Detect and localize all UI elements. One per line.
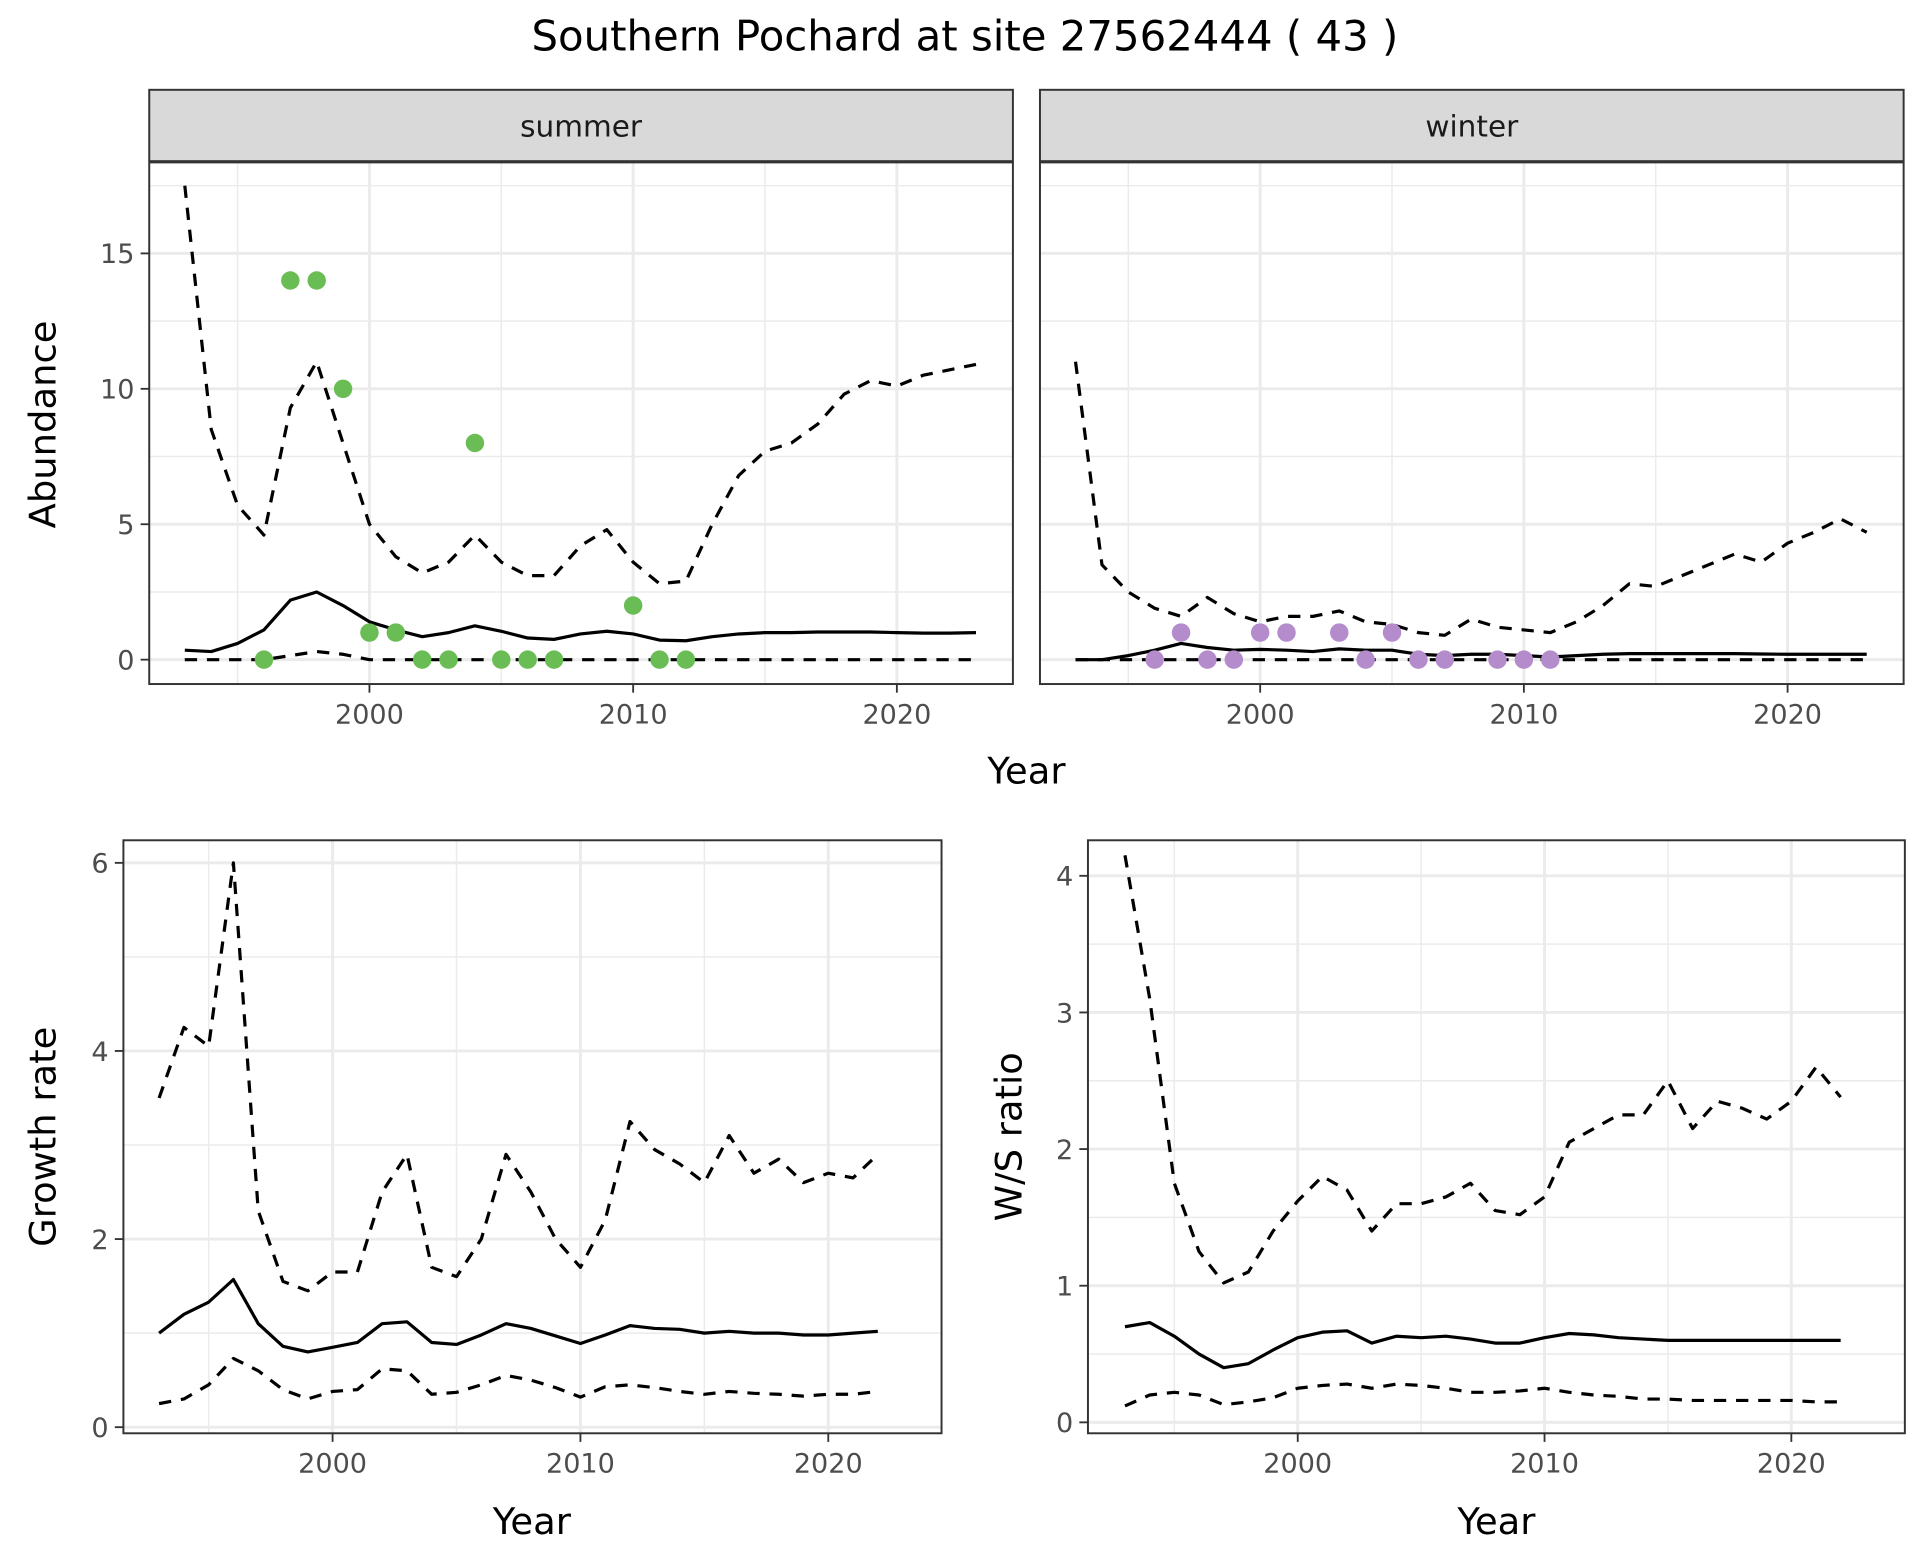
plot-background — [123, 840, 942, 1434]
y-tick-label: 0 — [1056, 1408, 1073, 1439]
panel-border — [148, 161, 1014, 686]
x-tick-label: 2000 — [298, 1449, 367, 1480]
series-line-lower — [1124, 1382, 1841, 1408]
y-tick-label: 0 — [91, 1413, 108, 1444]
data-point — [1277, 623, 1296, 642]
panel-summer: 2000 2010 2020 0 5 10 15 summer — [100, 88, 1014, 730]
facet-strip — [1038, 88, 1905, 163]
data-point — [412, 650, 432, 669]
y-axis-title-abundance: Abundance — [22, 321, 65, 529]
data-point — [333, 379, 353, 399]
x-axis-title-growth: Year — [492, 1500, 572, 1543]
x-tick-label: 2010 — [1510, 1449, 1579, 1480]
plot-background — [1039, 162, 1904, 685]
data-point — [518, 650, 537, 669]
series-line-mean — [1075, 641, 1867, 662]
y-tick-label: 10 — [100, 375, 134, 406]
series-line-mean — [1124, 1320, 1841, 1370]
series-line-mean — [158, 1277, 878, 1354]
panel-growth: 2000 2010 2020 0 2 4 6 — [91, 839, 943, 1480]
facet-strip-label: summer — [520, 110, 643, 144]
facet-strip-label: winter — [1425, 110, 1519, 144]
data-point — [1198, 650, 1217, 669]
y-tick-label: 6 — [91, 849, 108, 880]
x-tick-label: 2000 — [1226, 699, 1295, 730]
panel-ratio: 2000 2010 2020 0 1 2 3 4 — [1056, 839, 1906, 1480]
panel-winter: 2000 2010 2020 winter — [1038, 88, 1905, 730]
data-point — [676, 650, 696, 669]
y-axis-title-growth: Growth rate — [22, 1027, 65, 1247]
data-point — [1409, 650, 1428, 669]
x-tick-label: 2010 — [599, 699, 668, 730]
y-tick-label: 3 — [1056, 998, 1073, 1029]
data-point — [623, 596, 643, 615]
data-point — [386, 623, 406, 642]
data-point — [544, 650, 564, 669]
y-tick-label: 5 — [117, 510, 134, 541]
data-point — [1171, 623, 1191, 642]
x-tick-label: 2010 — [546, 1449, 615, 1480]
x-axis-title-top: Year — [986, 750, 1066, 793]
series-line-upper — [157, 861, 879, 1293]
facet-strip — [148, 88, 1014, 163]
figure-title: Southern Pochard at site 27562444 ( 43 ) — [531, 11, 1398, 60]
y-axis-title-ratio: W/S ratio — [988, 1052, 1031, 1221]
x-tick-label: 2000 — [1263, 1449, 1332, 1480]
data-point — [307, 271, 326, 290]
data-point — [492, 650, 511, 669]
series-line-upper — [183, 185, 977, 586]
y-tick-label: 1 — [1056, 1272, 1073, 1303]
x-tick-label: 2010 — [1489, 699, 1558, 730]
series-line-upper — [1123, 855, 1842, 1285]
x-axis-title-ratio: Year — [1456, 1500, 1536, 1543]
data-point — [650, 650, 669, 669]
data-point — [1514, 650, 1534, 669]
y-tick-label: 2 — [1056, 1135, 1073, 1166]
series-line-mean — [184, 590, 977, 654]
x-tick-label: 2020 — [862, 699, 931, 730]
x-tick-label: 2020 — [1753, 699, 1822, 730]
data-point — [281, 271, 300, 290]
data-point — [1356, 650, 1375, 669]
data-point — [360, 623, 379, 642]
data-point — [1435, 650, 1454, 669]
data-point — [1382, 623, 1402, 642]
plot-background — [1087, 840, 1905, 1434]
plot-background — [149, 162, 1013, 685]
data-point — [1488, 650, 1507, 669]
panel-border — [122, 839, 943, 1435]
data-point — [1224, 650, 1244, 669]
data-point — [1541, 650, 1560, 669]
data-point — [1250, 623, 1270, 642]
y-tick-label: 4 — [91, 1037, 108, 1068]
y-tick-label: 0 — [117, 646, 134, 677]
y-tick-label: 4 — [1056, 862, 1073, 893]
data-point — [1330, 623, 1349, 642]
y-tick-label: 15 — [100, 239, 134, 270]
panel-border — [1038, 161, 1905, 686]
data-point — [465, 433, 485, 453]
x-tick-label: 2020 — [794, 1449, 863, 1480]
panel-border — [1086, 839, 1906, 1435]
y-tick-label: 2 — [91, 1225, 108, 1256]
data-point — [254, 650, 274, 669]
series-line-upper — [1073, 361, 1868, 637]
data-point — [1145, 650, 1164, 669]
x-tick-label: 2020 — [1757, 1449, 1826, 1480]
x-tick-label: 2000 — [335, 699, 404, 730]
data-point — [439, 650, 458, 669]
series-line-lower — [158, 1356, 878, 1406]
